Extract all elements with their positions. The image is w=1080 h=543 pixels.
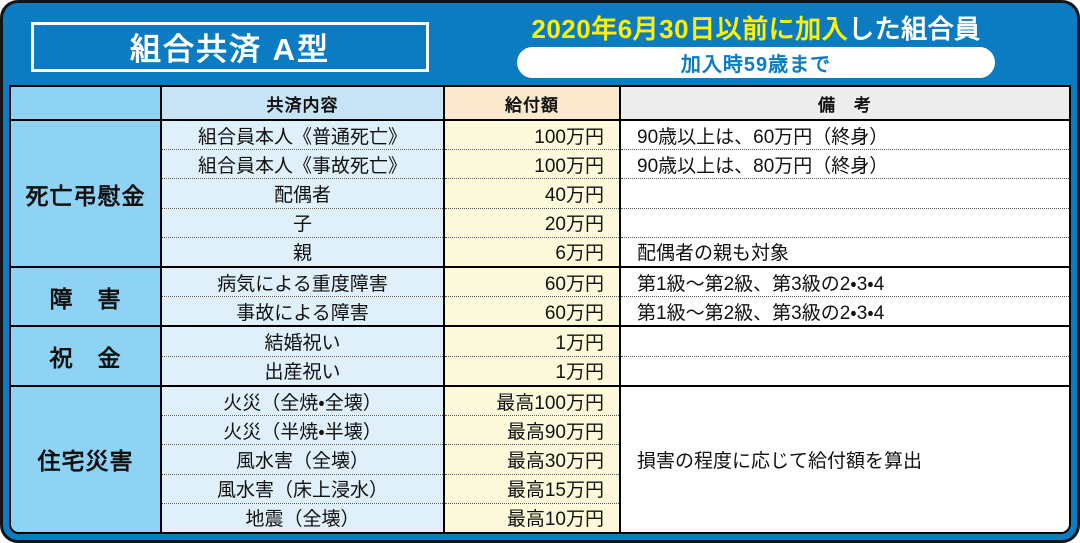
eligibility-text: 2020年6月30日以前に加入した組合員	[531, 14, 981, 45]
benefit-cell: 100万円	[443, 119, 620, 150]
table-row: 障 害 病気による重度障害 60万円 第1級～第2級、第3級の2・3・4	[11, 266, 1069, 327]
benefit-cell: 最高90万円	[443, 415, 620, 445]
benefit-cell: 1万円	[443, 325, 620, 357]
remarks-cell: 第1級～第2級、第3級の2・3・4	[619, 266, 1069, 297]
content-cell: 親	[160, 236, 444, 268]
benefit-cell: 60万円	[443, 266, 620, 297]
category-cell: 障 害	[11, 266, 161, 327]
content-cell: 地震（全壊）	[160, 502, 444, 532]
benefits-table: 共済内容 給付額 備 考 死亡弔慰金 組合員本人《普通死亡》 100万円 90歳…	[11, 87, 1069, 532]
benefit-cell: 6万円	[443, 236, 620, 268]
category-cell: 死亡弔慰金	[11, 118, 161, 268]
table-row: 事故による障害 60万円 第1級～第2級、第3級の2・3・4	[11, 296, 1069, 327]
eligibility-block: 2020年6月30日以前に加入した組合員 加入時59歳まで	[455, 14, 1057, 78]
benefit-cell: 最高100万円	[443, 384, 620, 416]
remarks-cell: 90歳以上は、80万円（終身）	[619, 149, 1069, 179]
content-cell: 配偶者	[160, 178, 444, 209]
remarks-merged-cell: 損害の程度に応じて給付額を算出	[619, 384, 1069, 532]
content-cell: 結婚祝い	[160, 325, 444, 357]
plan-title: 組合共済 A型	[130, 32, 330, 67]
table-row: 風水害（床上浸水） 最高15万円	[11, 473, 1069, 504]
remarks-cell	[619, 178, 1069, 209]
corner-header-cell	[11, 87, 161, 121]
eligibility-highlight: 2020年6月30日以前に加入	[531, 14, 849, 45]
remarks-cell: 配偶者の親も対象	[619, 236, 1069, 268]
table-row: 死亡弔慰金 組合員本人《普通死亡》 100万円 90歳以上は、60万円（終身）	[11, 118, 1069, 268]
content-cell: 子	[160, 207, 444, 238]
age-limit-text: 加入時59歳まで	[680, 53, 832, 76]
benefit-cell: 最高30万円	[443, 444, 620, 475]
benefit-cell: 60万円	[443, 296, 620, 327]
eligibility-rest: した組合員	[848, 14, 981, 45]
content-cell: 出産祝い	[160, 355, 444, 386]
table-row: 出産祝い 1万円	[11, 355, 1069, 386]
content-cell: 火災（全焼・全壊）	[160, 384, 444, 416]
benefit-cell: 1万円	[443, 355, 620, 386]
content-cell: 組合員本人《普通死亡》	[160, 119, 444, 150]
content-column-header: 共済内容	[160, 87, 444, 121]
content-cell: 火災（半焼・半壊）	[160, 415, 444, 445]
benefit-cell: 40万円	[443, 178, 620, 209]
benefit-cell: 100万円	[443, 149, 620, 179]
age-limit-pill: 加入時59歳まで	[517, 46, 995, 78]
table-row: 祝 金 結婚祝い 1万円	[11, 325, 1069, 386]
remarks-cell	[619, 207, 1069, 238]
table-row: 地震（全壊） 最高10万円	[11, 502, 1069, 532]
table-row: 配偶者 40万円	[11, 178, 1069, 209]
benefits-table-wrap: 共済内容 給付額 備 考 死亡弔慰金 組合員本人《普通死亡》 100万円 90歳…	[9, 85, 1071, 534]
remarks-column-header: 備 考	[619, 87, 1069, 121]
table-row: 組合員本人《事故死亡》 100万円 90歳以上は、80万円（終身）	[11, 149, 1069, 179]
category-cell: 住宅災害	[11, 384, 161, 532]
benefit-cell: 20万円	[443, 207, 620, 238]
table-row: 子 20万円	[11, 207, 1069, 238]
content-cell: 風水害（床上浸水）	[160, 473, 444, 504]
table-row: 親 6万円 配偶者の親も対象	[11, 236, 1069, 268]
content-cell: 事故による障害	[160, 296, 444, 327]
content-cell: 組合員本人《事故死亡》	[160, 149, 444, 179]
benefit-cell: 最高15万円	[443, 473, 620, 504]
benefit-column-header: 給付額	[443, 87, 620, 121]
table-row: 火災（半焼・半壊） 最高90万円	[11, 415, 1069, 445]
content-cell: 病気による重度障害	[160, 266, 444, 297]
remarks-cell: 90歳以上は、60万円（終身）	[619, 119, 1069, 150]
plan-title-box: 組合共済 A型	[31, 21, 429, 72]
table-row: 風水害（全壊） 最高30万円	[11, 444, 1069, 475]
content-cell: 風水害（全壊）	[160, 444, 444, 475]
card-header: 組合共済 A型 2020年6月30日以前に加入した組合員 加入時59歳まで	[9, 8, 1071, 85]
remarks-cell	[619, 325, 1069, 357]
benefit-cell: 最高10万円	[443, 502, 620, 532]
table-header-row: 共済内容 給付額 備 考	[11, 87, 1069, 121]
remarks-cell	[619, 355, 1069, 386]
remarks-cell: 第1級～第2級、第3級の2・3・4	[619, 296, 1069, 327]
table-row: 住宅災害 火災（全焼・全壊） 最高100万円 損害の程度に応じて給付額を算出	[11, 384, 1069, 532]
category-cell: 祝 金	[11, 325, 161, 386]
